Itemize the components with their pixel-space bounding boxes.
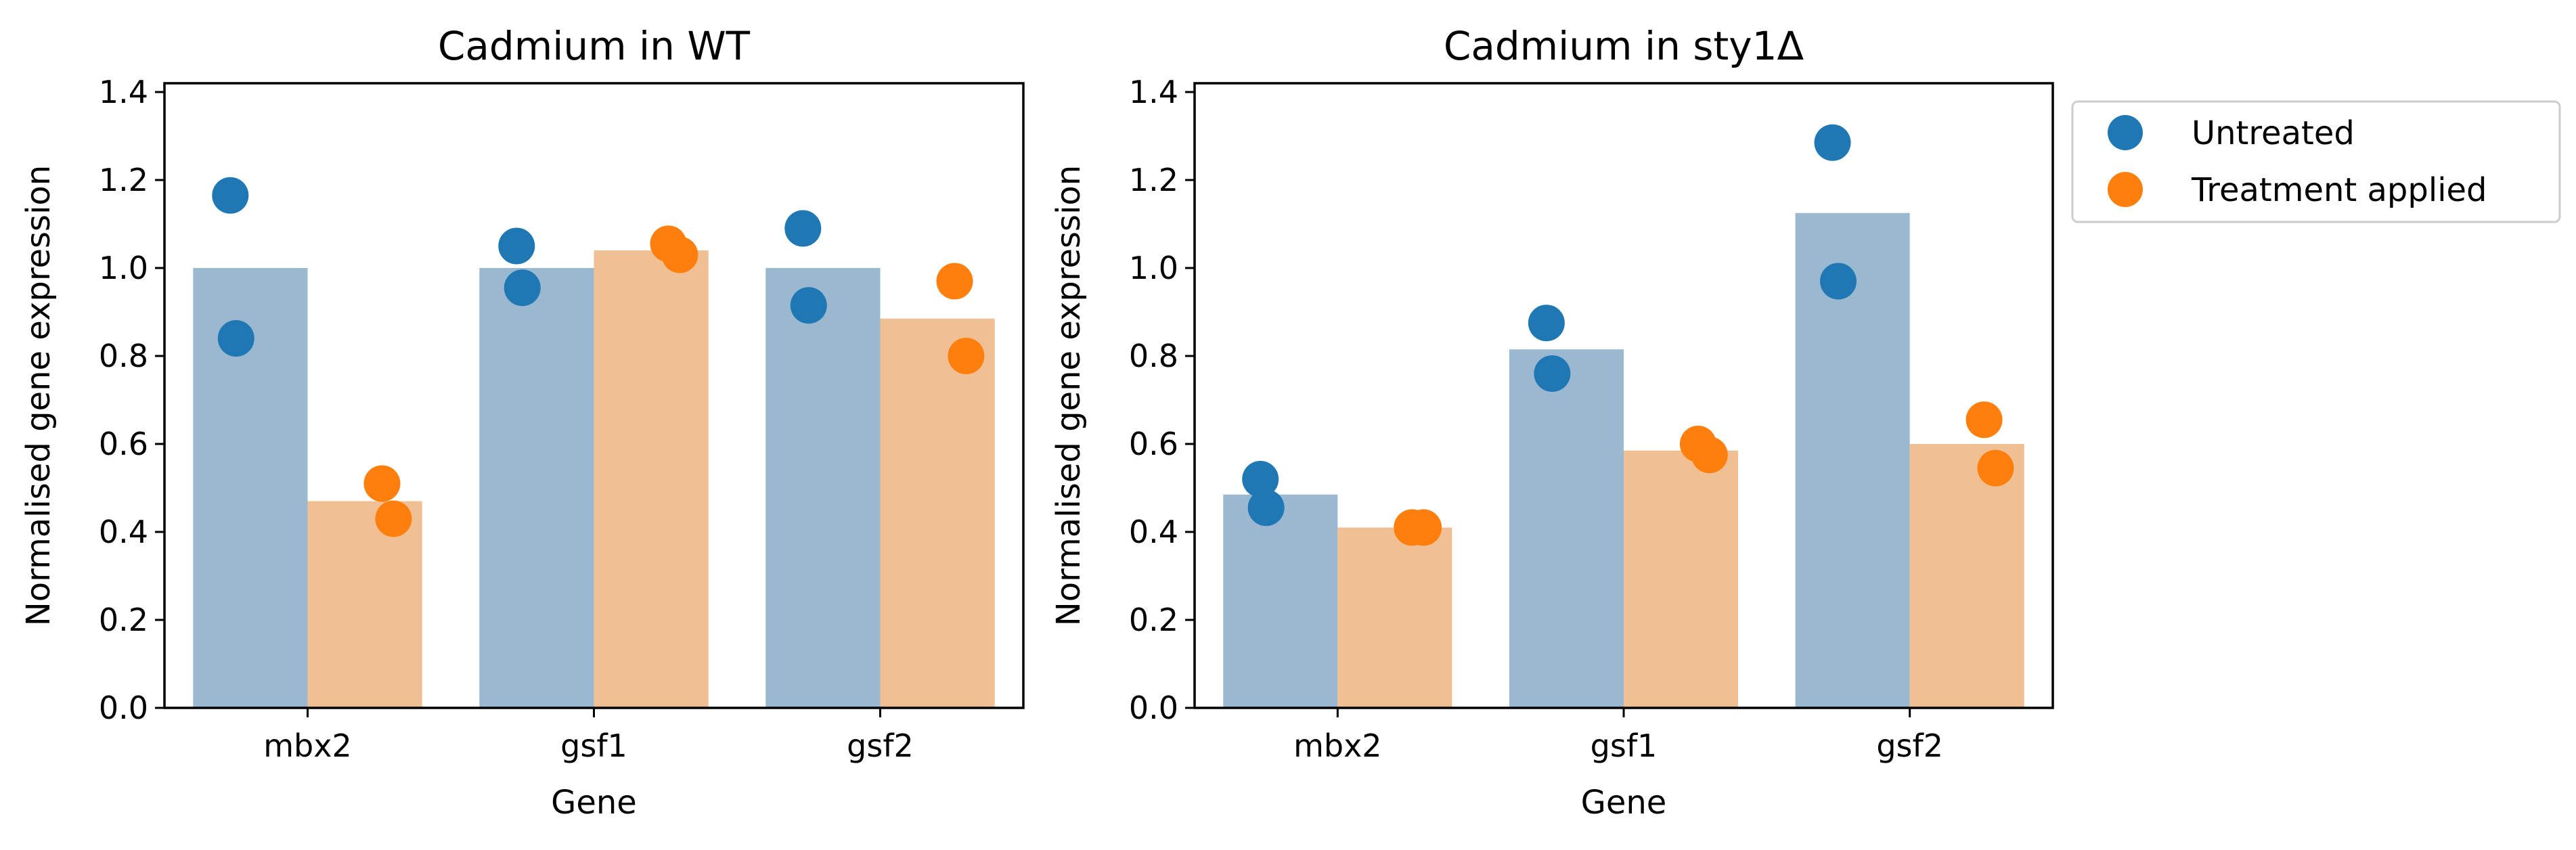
- point-gsf1-untreated: [504, 269, 541, 307]
- y-tick-label: 0.8: [99, 338, 148, 374]
- x-axis-label: Gene: [551, 784, 637, 822]
- x-tick-label: gsf2: [1876, 728, 1943, 764]
- point-mbx2-untreated: [1247, 489, 1285, 527]
- point-mbx2-treated: [1405, 509, 1442, 546]
- axes-frame: [1193, 82, 2054, 709]
- point-gsf2-treated: [936, 263, 973, 300]
- y-tick-label: 0.6: [99, 426, 148, 462]
- point-gsf2-treated: [1966, 401, 2003, 439]
- y-tick-label: 0.0: [99, 690, 148, 726]
- point-gsf2-untreated: [1814, 124, 1851, 161]
- x-tick-label: mbx2: [263, 728, 352, 764]
- point-gsf2-treated: [1977, 449, 2014, 487]
- chart-panel-sty1: Cadmium in sty1Δ Gene Normalised gene ex…: [1050, 23, 2054, 822]
- point-gsf1-treated: [1691, 437, 1728, 474]
- plot-marks: 0.0 0.2 0.4 0.6 0.8 1.0 1.2 1.4 mbx2 gsf1 gsf2: [99, 74, 995, 764]
- y-tick-label: 0.6: [1129, 426, 1178, 462]
- y-axis-label: Normalised gene expression: [20, 165, 58, 626]
- x-tick-label: gsf1: [560, 728, 627, 764]
- legend: Untreated Treatment applied: [2071, 100, 2561, 223]
- y-tick-label: 1.4: [1129, 74, 1178, 110]
- bar-mbx2-treated: [1337, 527, 1452, 708]
- x-axis-label: Gene: [1581, 784, 1667, 822]
- bar-gsf2-untreated: [1795, 212, 1910, 708]
- x-tick-label: gsf2: [847, 728, 914, 764]
- point-gsf2-untreated: [1820, 263, 1857, 300]
- point-gsf2-untreated: [784, 210, 822, 247]
- x-tick-label: mbx2: [1293, 728, 1382, 764]
- point-mbx2-treated: [375, 500, 412, 537]
- y-axis-label: Normalised gene expression: [1050, 165, 1088, 626]
- point-gsf2-treated: [948, 338, 985, 374]
- chart-title: Cadmium in sty1Δ: [1444, 23, 1804, 69]
- bar-gsf2-treated: [880, 318, 995, 708]
- y-tick-label: 0.8: [1129, 338, 1178, 374]
- point-mbx2-untreated: [1242, 461, 1279, 497]
- bar-gsf2-treated: [1909, 444, 2024, 708]
- point-mbx2-untreated: [212, 177, 249, 214]
- bar-gsf1-treated: [594, 250, 709, 708]
- y-tick-label: 0.2: [1129, 602, 1178, 638]
- chart-title: Cadmium in WT: [438, 23, 751, 69]
- y-tick-label: 1.2: [99, 162, 148, 198]
- bar-mbx2-untreated: [1223, 494, 1338, 708]
- legend-marker-untreated: [2108, 115, 2143, 150]
- y-tick-label: 0.0: [1129, 690, 1178, 726]
- y-tick-label: 1.0: [99, 250, 148, 286]
- point-mbx2-untreated: [217, 320, 254, 357]
- point-gsf1-untreated: [1534, 355, 1571, 392]
- point-gsf1-treated: [661, 236, 698, 273]
- legend-label-treated: Treatment applied: [2191, 171, 2487, 209]
- x-tick-label: gsf1: [1591, 728, 1658, 764]
- y-tick-label: 1.0: [1129, 250, 1178, 286]
- bar-gsf1-untreated: [479, 268, 594, 708]
- point-gsf1-untreated: [498, 227, 535, 265]
- axes-frame: [163, 82, 1025, 709]
- y-tick-label: 0.2: [99, 602, 148, 638]
- legend-marker-treated: [2108, 172, 2143, 207]
- chart-panel-wt: Cadmium in WT Gene Normalised gene expre…: [20, 23, 1025, 822]
- legend-label-untreated: Untreated: [2192, 114, 2355, 152]
- point-mbx2-treated: [363, 465, 401, 502]
- bar-mbx2-treated: [307, 501, 422, 708]
- y-tick-label: 0.4: [1129, 514, 1178, 550]
- plot-marks: 0.0 0.2 0.4 0.6 0.8 1.0 1.2 1.4 mbx2 gsf1 gsf2: [1129, 74, 2024, 764]
- y-tick-label: 1.2: [1129, 162, 1178, 198]
- bar-gsf1-treated: [1624, 450, 1739, 708]
- legend-box: [2071, 100, 2561, 223]
- y-tick-label: 1.4: [99, 74, 148, 110]
- y-tick-label: 0.4: [99, 514, 148, 550]
- point-gsf2-untreated: [790, 287, 827, 324]
- bar-gsf2-untreated: [765, 268, 881, 708]
- point-gsf1-untreated: [1528, 305, 1565, 342]
- bar-gsf1-untreated: [1509, 349, 1624, 708]
